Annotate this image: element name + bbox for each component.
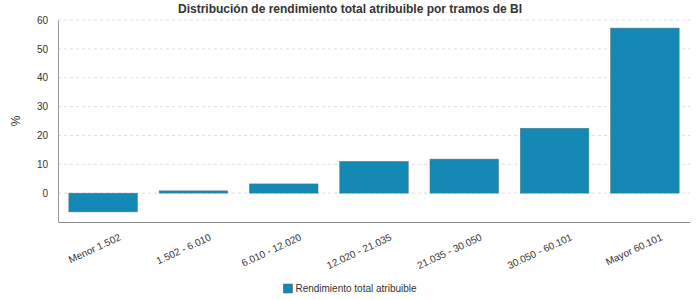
legend-swatch <box>283 284 292 293</box>
x-tick-label: Menor 1.502 <box>67 231 123 265</box>
y-axis-title: % <box>9 115 23 126</box>
y-tick: 30 <box>37 101 58 112</box>
x-tick: 12.020 - 21.035 <box>325 222 394 271</box>
x-tick: 6.010 - 12.020 <box>240 222 304 269</box>
grid <box>58 20 690 193</box>
bar <box>520 128 589 193</box>
y-tick-label: 40 <box>37 72 49 83</box>
y-tick-label: 30 <box>37 101 49 112</box>
x-tick-label: Mayor 60.101 <box>604 231 664 267</box>
x-tick: 21.035 - 30.050 <box>415 222 484 271</box>
title: Distribución de rendimiento total atribu… <box>178 2 522 16</box>
grid-line <box>58 106 690 107</box>
grid-line <box>58 77 690 78</box>
y-tick-label: 60 <box>37 15 49 26</box>
x-tick: Mayor 60.101 <box>604 222 664 267</box>
x-axis: Menor 1.502 1.502 - 6.010 6.010 - 12.020 12… <box>59 222 691 271</box>
plot: 0 10 20 30 40 50 60 Menor 1.502 1.502 - 6.010 6.0… <box>37 15 691 271</box>
y-tick: 40 <box>37 72 58 83</box>
chart-svg: 0 10 20 30 40 50 60 Menor 1.502 1.502 - 6.010 6.0… <box>0 0 700 300</box>
bar <box>69 193 138 212</box>
y-axis: 0 10 20 30 40 50 60 <box>37 15 59 223</box>
y-tick-label: 50 <box>37 44 49 55</box>
bar <box>611 28 680 193</box>
y-axis-line <box>58 21 59 223</box>
bars <box>69 28 679 212</box>
legend: Rendimiento total atribuible <box>283 283 417 294</box>
x-tick: 30.050 - 60.101 <box>506 222 575 271</box>
bar <box>249 184 318 193</box>
x-tick-label: 6.010 - 12.020 <box>240 231 304 268</box>
grid-line <box>58 20 690 21</box>
x-tick-label: 30.050 - 60.101 <box>506 231 575 271</box>
y-tick-label: 20 <box>37 130 49 141</box>
x-axis-line <box>59 222 691 223</box>
x-tick-label: 12.020 - 21.035 <box>325 231 394 271</box>
y-tick: 0 <box>42 188 58 199</box>
x-tick-label: 1.502 - 6.010 <box>155 231 213 266</box>
y-tick: 50 <box>37 44 58 55</box>
x-tick-label: 21.035 - 30.050 <box>415 231 484 271</box>
y-tick: 60 <box>37 15 58 26</box>
x-tick: 1.502 - 6.010 <box>155 222 213 266</box>
y-tick-label: 10 <box>37 159 49 170</box>
grid-line <box>58 48 690 49</box>
grid-line <box>58 135 690 136</box>
bar <box>340 161 409 193</box>
chart-container: 0 10 20 30 40 50 60 Menor 1.502 1.502 - 6.010 6.0… <box>0 0 700 300</box>
x-tick: Menor 1.502 <box>67 222 123 265</box>
bar <box>159 191 228 193</box>
legend-label: Rendimiento total atribuible <box>295 283 417 294</box>
y-tick-label: 0 <box>42 188 48 199</box>
y-tick: 20 <box>37 130 58 141</box>
bar <box>430 159 499 193</box>
y-tick: 10 <box>37 159 58 170</box>
